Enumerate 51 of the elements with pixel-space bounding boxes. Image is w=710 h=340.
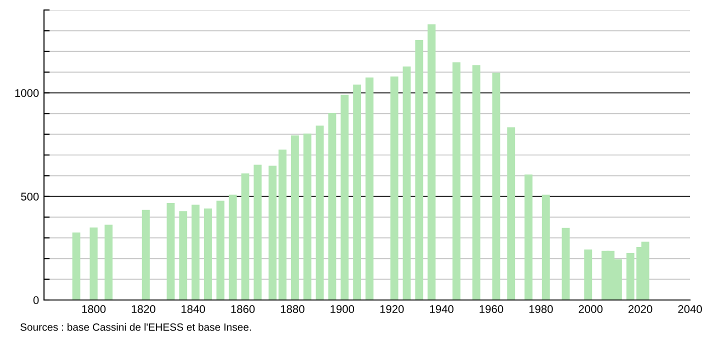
x-tick-label: 1980 <box>529 305 553 314</box>
bar <box>142 210 150 300</box>
bar <box>204 208 212 300</box>
bar <box>492 72 500 300</box>
bar <box>562 228 570 300</box>
bar <box>104 224 113 300</box>
x-tick-label: 1960 <box>480 305 504 314</box>
bar <box>390 76 398 300</box>
x-tick-label: 1940 <box>430 305 454 314</box>
bar <box>524 174 532 300</box>
x-tick-label: 2020 <box>628 305 652 314</box>
bar <box>626 252 634 300</box>
bar <box>472 65 480 300</box>
bar <box>316 126 324 300</box>
bar <box>415 40 424 300</box>
bar <box>452 62 460 300</box>
bar <box>366 78 374 300</box>
bar <box>584 249 592 300</box>
x-tick-label: 1880 <box>280 305 304 314</box>
x-tick-label: 1800 <box>82 305 106 314</box>
y-tick-label: 1000 <box>15 89 39 97</box>
x-tick-label: 1840 <box>182 305 205 314</box>
bar <box>179 211 188 300</box>
bar <box>72 232 80 300</box>
bar <box>428 24 436 300</box>
bar <box>268 166 277 300</box>
bar <box>328 112 336 300</box>
x-tick-label: 2040 <box>678 305 702 314</box>
bar <box>303 134 312 300</box>
bar <box>241 173 250 300</box>
bar <box>216 200 224 300</box>
bar <box>278 150 286 300</box>
x-tick-label: 1860 <box>231 305 255 314</box>
bar <box>254 164 262 300</box>
bar <box>192 204 200 300</box>
bar <box>507 127 516 300</box>
bar <box>228 194 237 300</box>
bar <box>353 84 362 300</box>
bar <box>290 135 299 300</box>
bar <box>402 66 411 300</box>
x-tick-label: 1900 <box>330 305 354 314</box>
bar <box>542 194 550 300</box>
y-tick-label: 0 <box>33 296 39 304</box>
x-tick-label: 1820 <box>132 305 156 314</box>
x-tick-label: 1920 <box>380 305 404 314</box>
bar <box>90 228 98 300</box>
bar <box>166 203 175 300</box>
x-tick-label: 2000 <box>578 305 603 314</box>
bar <box>340 94 349 300</box>
y-tick-label: 500 <box>21 192 39 201</box>
source-note: Sources : base Cassini de l'EHESS et base Insee. <box>20 323 251 331</box>
